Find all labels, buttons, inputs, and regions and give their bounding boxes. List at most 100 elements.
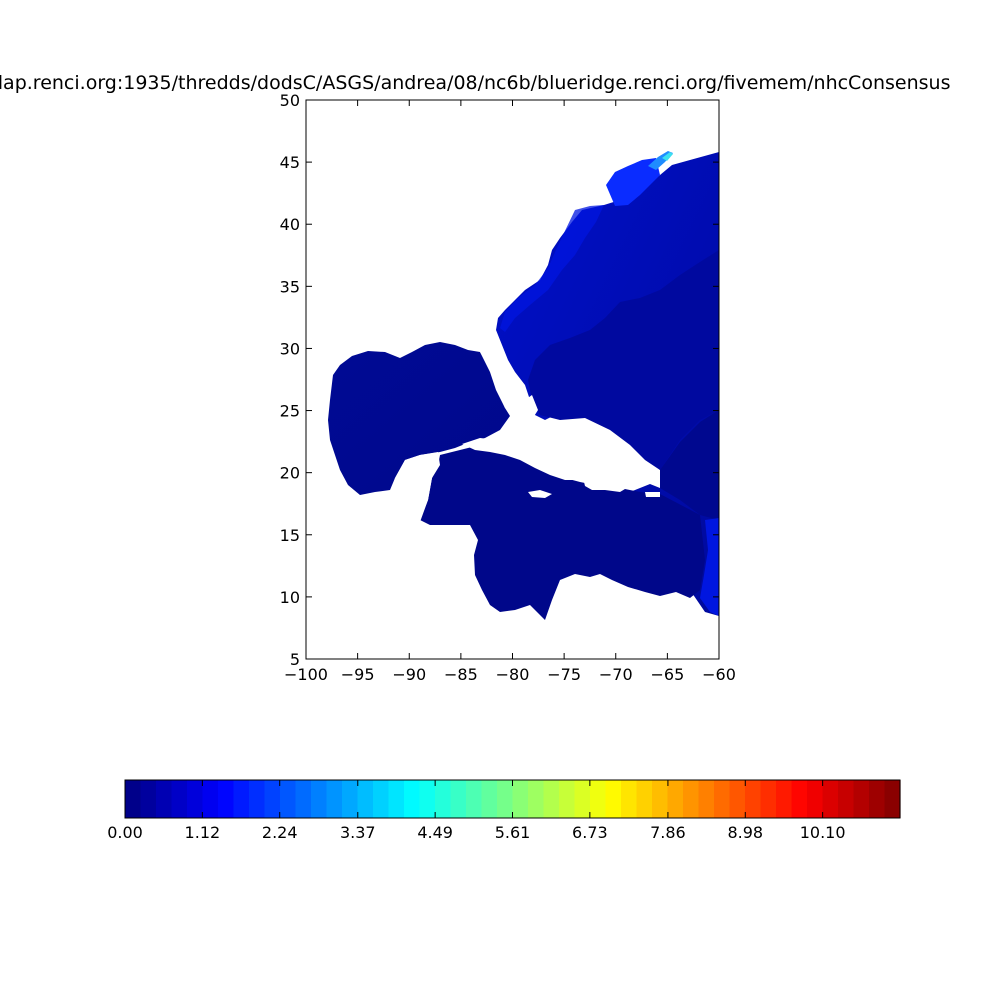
colorbar-swatch: [745, 780, 762, 818]
trinidad-land: [594, 590, 605, 608]
x-tick-label: −60: [702, 665, 736, 684]
gulf-of-mexico: [328, 342, 510, 495]
colorbar-swatch: [419, 780, 436, 818]
colorbar-swatch: [156, 780, 173, 818]
florida-land: [480, 352, 516, 414]
colorbar-swatch: [559, 780, 576, 818]
far-ocean-band: [660, 410, 719, 520]
y-tick-label: 30: [280, 339, 300, 358]
y-tick-label: 40: [280, 215, 300, 234]
colorbar-swatch: [171, 780, 188, 818]
colorbar-swatch: [450, 780, 467, 818]
y-tick-label: 5: [290, 650, 300, 669]
y-axis: 5 10 15 20 25 30 35 40 45 50: [280, 91, 719, 669]
colorbar-swatch: [838, 780, 855, 818]
colorbar-swatch: [280, 780, 297, 818]
x-tick-label: −75: [547, 665, 581, 684]
colorbar-swatch: [125, 780, 142, 818]
colorbar-swatch: [590, 780, 607, 818]
colorbar-tick-label: 5.61: [495, 823, 531, 842]
colorbar-swatch: [481, 780, 498, 818]
colorbar-swatch: [357, 780, 374, 818]
colorbar-swatch: [822, 780, 839, 818]
colorbar-swatch: [683, 780, 700, 818]
colorbar: 0.00 1.12 2.24 3.37 4.49 5.61 6.73 7.86 8.98 10.1…: [107, 779, 901, 842]
x-tick-label: −85: [444, 665, 478, 684]
colorbar-swatch: [388, 780, 405, 818]
colorbar-swatch: [435, 780, 452, 818]
jamaica-land: [528, 490, 552, 498]
colorbar-swatch: [342, 780, 359, 818]
colorbar-swatch: [528, 780, 545, 818]
colorbar-swatch: [698, 780, 715, 818]
colorbar-tick-label: 3.37: [340, 823, 376, 842]
colorbar-swatch: [791, 780, 808, 818]
colorbar-swatch: [202, 780, 219, 818]
colorbar-swatch: [218, 780, 235, 818]
y-tick-label: 45: [280, 153, 300, 172]
colorbar-tick-label: 0.00: [107, 823, 143, 842]
colorbar-tick-label: 2.24: [262, 823, 298, 842]
y-tick-label: 10: [280, 588, 300, 607]
cuba-land: [462, 438, 580, 480]
x-tick-label: −65: [650, 665, 684, 684]
colorbar-swatch: [807, 780, 824, 818]
colorbar-swatch: [466, 780, 483, 818]
x-tick-label: −80: [496, 665, 530, 684]
y-tick-label: 35: [280, 277, 300, 296]
colorbar-tick-label: 10.10: [800, 823, 846, 842]
colorbar-swatch: [264, 780, 281, 818]
y-tick-label: 20: [280, 464, 300, 483]
y-tick-label: 25: [280, 402, 300, 421]
colorbar-swatch: [605, 780, 622, 818]
colorbar-swatch: [140, 780, 157, 818]
colorbar-swatch: [667, 780, 684, 818]
bahamas-land: [525, 395, 538, 418]
colorbar-swatch: [729, 780, 746, 818]
colorbar-swatch: [869, 780, 886, 818]
colorbar-swatch: [404, 780, 421, 818]
open-ocean-band: [528, 250, 719, 470]
hispaniola-land: [583, 475, 630, 492]
colorbar-swatches: [125, 780, 901, 818]
colorbar-swatch: [636, 780, 653, 818]
colorbar-swatch: [497, 780, 514, 818]
colorbar-swatch: [776, 780, 793, 818]
colorbar-swatch: [512, 780, 529, 818]
bay-of-fundy-head: [662, 152, 673, 161]
colorbar-tick-label: 8.98: [727, 823, 763, 842]
plot-title: dap.renci.org:1935/thredds/dodsC/ASGS/an…: [0, 72, 951, 94]
x-tick-label: −70: [599, 665, 633, 684]
colorbar-swatch: [187, 780, 204, 818]
eastern-caribbean: [700, 518, 719, 616]
water-surface: [328, 151, 719, 620]
colorbar-swatch: [714, 780, 731, 818]
y-tick-label: 50: [280, 91, 300, 110]
x-axis: −100 −95 −90 −85 −80 −75 −70 −65 −60: [284, 100, 736, 684]
colorbar-swatch: [311, 780, 328, 818]
colorbar-swatch: [249, 780, 266, 818]
x-tick-label: −95: [341, 665, 375, 684]
colorbar-swatch: [652, 780, 669, 818]
colorbar-swatch: [853, 780, 870, 818]
colorbar-swatch: [760, 780, 777, 818]
yucatan-land: [392, 452, 440, 522]
y-tick-label: 15: [280, 526, 300, 545]
colorbar-tick-label: 6.73: [572, 823, 608, 842]
coastal-shelf: [500, 205, 604, 332]
colorbar-swatch: [295, 780, 312, 818]
colorbar-tick-label: 4.49: [417, 823, 453, 842]
x-tick-label: −100: [284, 665, 328, 684]
colorbar-swatch: [884, 780, 901, 818]
caribbean-sea: [420, 445, 705, 620]
colorbar-tick-label: 1.12: [185, 823, 221, 842]
x-tick-label: −90: [392, 665, 426, 684]
colorbar-swatch: [326, 780, 343, 818]
colorbar-swatch: [543, 780, 560, 818]
colorbar-swatch: [373, 780, 390, 818]
colorbar-swatch: [233, 780, 250, 818]
colorbar-swatch: [621, 780, 638, 818]
colorbar-tick-label: 7.86: [650, 823, 686, 842]
puerto-rico-land: [645, 492, 660, 497]
